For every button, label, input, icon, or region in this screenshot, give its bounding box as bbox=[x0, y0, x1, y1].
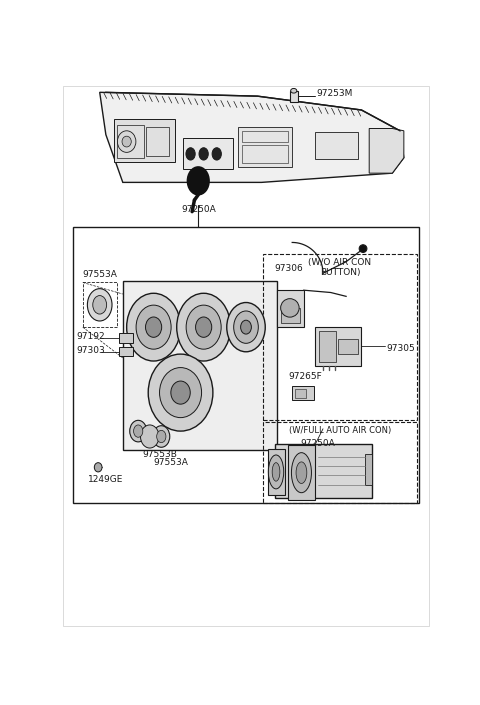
Ellipse shape bbox=[199, 148, 208, 160]
Text: 97250A: 97250A bbox=[300, 439, 335, 448]
Ellipse shape bbox=[359, 245, 367, 252]
Bar bbox=[119, 333, 133, 343]
Text: 97553A: 97553A bbox=[83, 271, 118, 279]
Ellipse shape bbox=[171, 381, 190, 404]
Bar bbox=[281, 308, 300, 324]
Text: 97306: 97306 bbox=[274, 264, 303, 274]
Text: 97305: 97305 bbox=[386, 344, 415, 353]
Ellipse shape bbox=[186, 305, 221, 349]
Ellipse shape bbox=[227, 302, 265, 352]
Bar bbox=[295, 388, 306, 398]
Bar bbox=[315, 133, 358, 159]
Ellipse shape bbox=[291, 88, 297, 93]
Bar bbox=[242, 145, 288, 163]
Ellipse shape bbox=[87, 288, 112, 321]
Ellipse shape bbox=[118, 131, 136, 152]
Ellipse shape bbox=[133, 425, 143, 437]
Ellipse shape bbox=[272, 462, 280, 481]
Bar bbox=[114, 119, 175, 161]
Bar bbox=[238, 127, 292, 167]
Ellipse shape bbox=[94, 462, 102, 472]
Ellipse shape bbox=[148, 354, 213, 431]
Bar bbox=[83, 283, 117, 327]
Bar bbox=[267, 449, 285, 495]
Text: (W/O AIR CON: (W/O AIR CON bbox=[308, 258, 372, 267]
Bar bbox=[263, 254, 417, 419]
Bar bbox=[146, 127, 169, 157]
Text: 97192: 97192 bbox=[77, 332, 105, 341]
Text: 97553B: 97553B bbox=[142, 450, 177, 460]
Bar bbox=[292, 386, 314, 400]
Text: 97253M: 97253M bbox=[317, 90, 353, 99]
Ellipse shape bbox=[291, 453, 312, 493]
Ellipse shape bbox=[156, 430, 166, 443]
Ellipse shape bbox=[177, 293, 230, 361]
Text: 97553A: 97553A bbox=[154, 458, 189, 467]
Bar bbox=[275, 444, 372, 498]
Ellipse shape bbox=[130, 420, 147, 442]
Bar bbox=[338, 338, 358, 354]
Text: BUTTON): BUTTON) bbox=[320, 268, 360, 277]
Ellipse shape bbox=[188, 167, 209, 195]
Bar bbox=[242, 131, 288, 142]
Ellipse shape bbox=[153, 426, 170, 447]
Bar bbox=[365, 454, 372, 485]
Text: 1249GE: 1249GE bbox=[88, 475, 123, 484]
Ellipse shape bbox=[234, 311, 258, 343]
Text: 97265F: 97265F bbox=[288, 372, 322, 381]
Ellipse shape bbox=[136, 305, 171, 349]
Text: (W/FULL AUTO AIR CON): (W/FULL AUTO AIR CON) bbox=[289, 426, 391, 435]
Ellipse shape bbox=[281, 299, 299, 317]
Polygon shape bbox=[369, 128, 404, 173]
Ellipse shape bbox=[195, 317, 212, 337]
Bar bbox=[118, 125, 144, 158]
Ellipse shape bbox=[159, 367, 202, 417]
Bar bbox=[119, 347, 133, 357]
Bar bbox=[319, 331, 336, 362]
Bar bbox=[290, 91, 298, 102]
Text: 97250A: 97250A bbox=[181, 205, 216, 214]
Ellipse shape bbox=[212, 148, 221, 160]
Polygon shape bbox=[100, 92, 404, 183]
Ellipse shape bbox=[127, 293, 180, 361]
Ellipse shape bbox=[145, 317, 162, 337]
Bar bbox=[73, 227, 419, 503]
Ellipse shape bbox=[122, 136, 131, 147]
Ellipse shape bbox=[268, 455, 284, 489]
Ellipse shape bbox=[93, 295, 107, 314]
Bar bbox=[123, 281, 277, 450]
Ellipse shape bbox=[141, 425, 159, 448]
Ellipse shape bbox=[296, 462, 307, 484]
Bar bbox=[277, 290, 304, 327]
Bar bbox=[288, 445, 315, 501]
Text: 97303: 97303 bbox=[77, 345, 105, 355]
Bar bbox=[263, 422, 417, 503]
Bar bbox=[183, 138, 233, 169]
Ellipse shape bbox=[186, 148, 195, 160]
Ellipse shape bbox=[240, 320, 252, 334]
Bar bbox=[315, 327, 361, 366]
